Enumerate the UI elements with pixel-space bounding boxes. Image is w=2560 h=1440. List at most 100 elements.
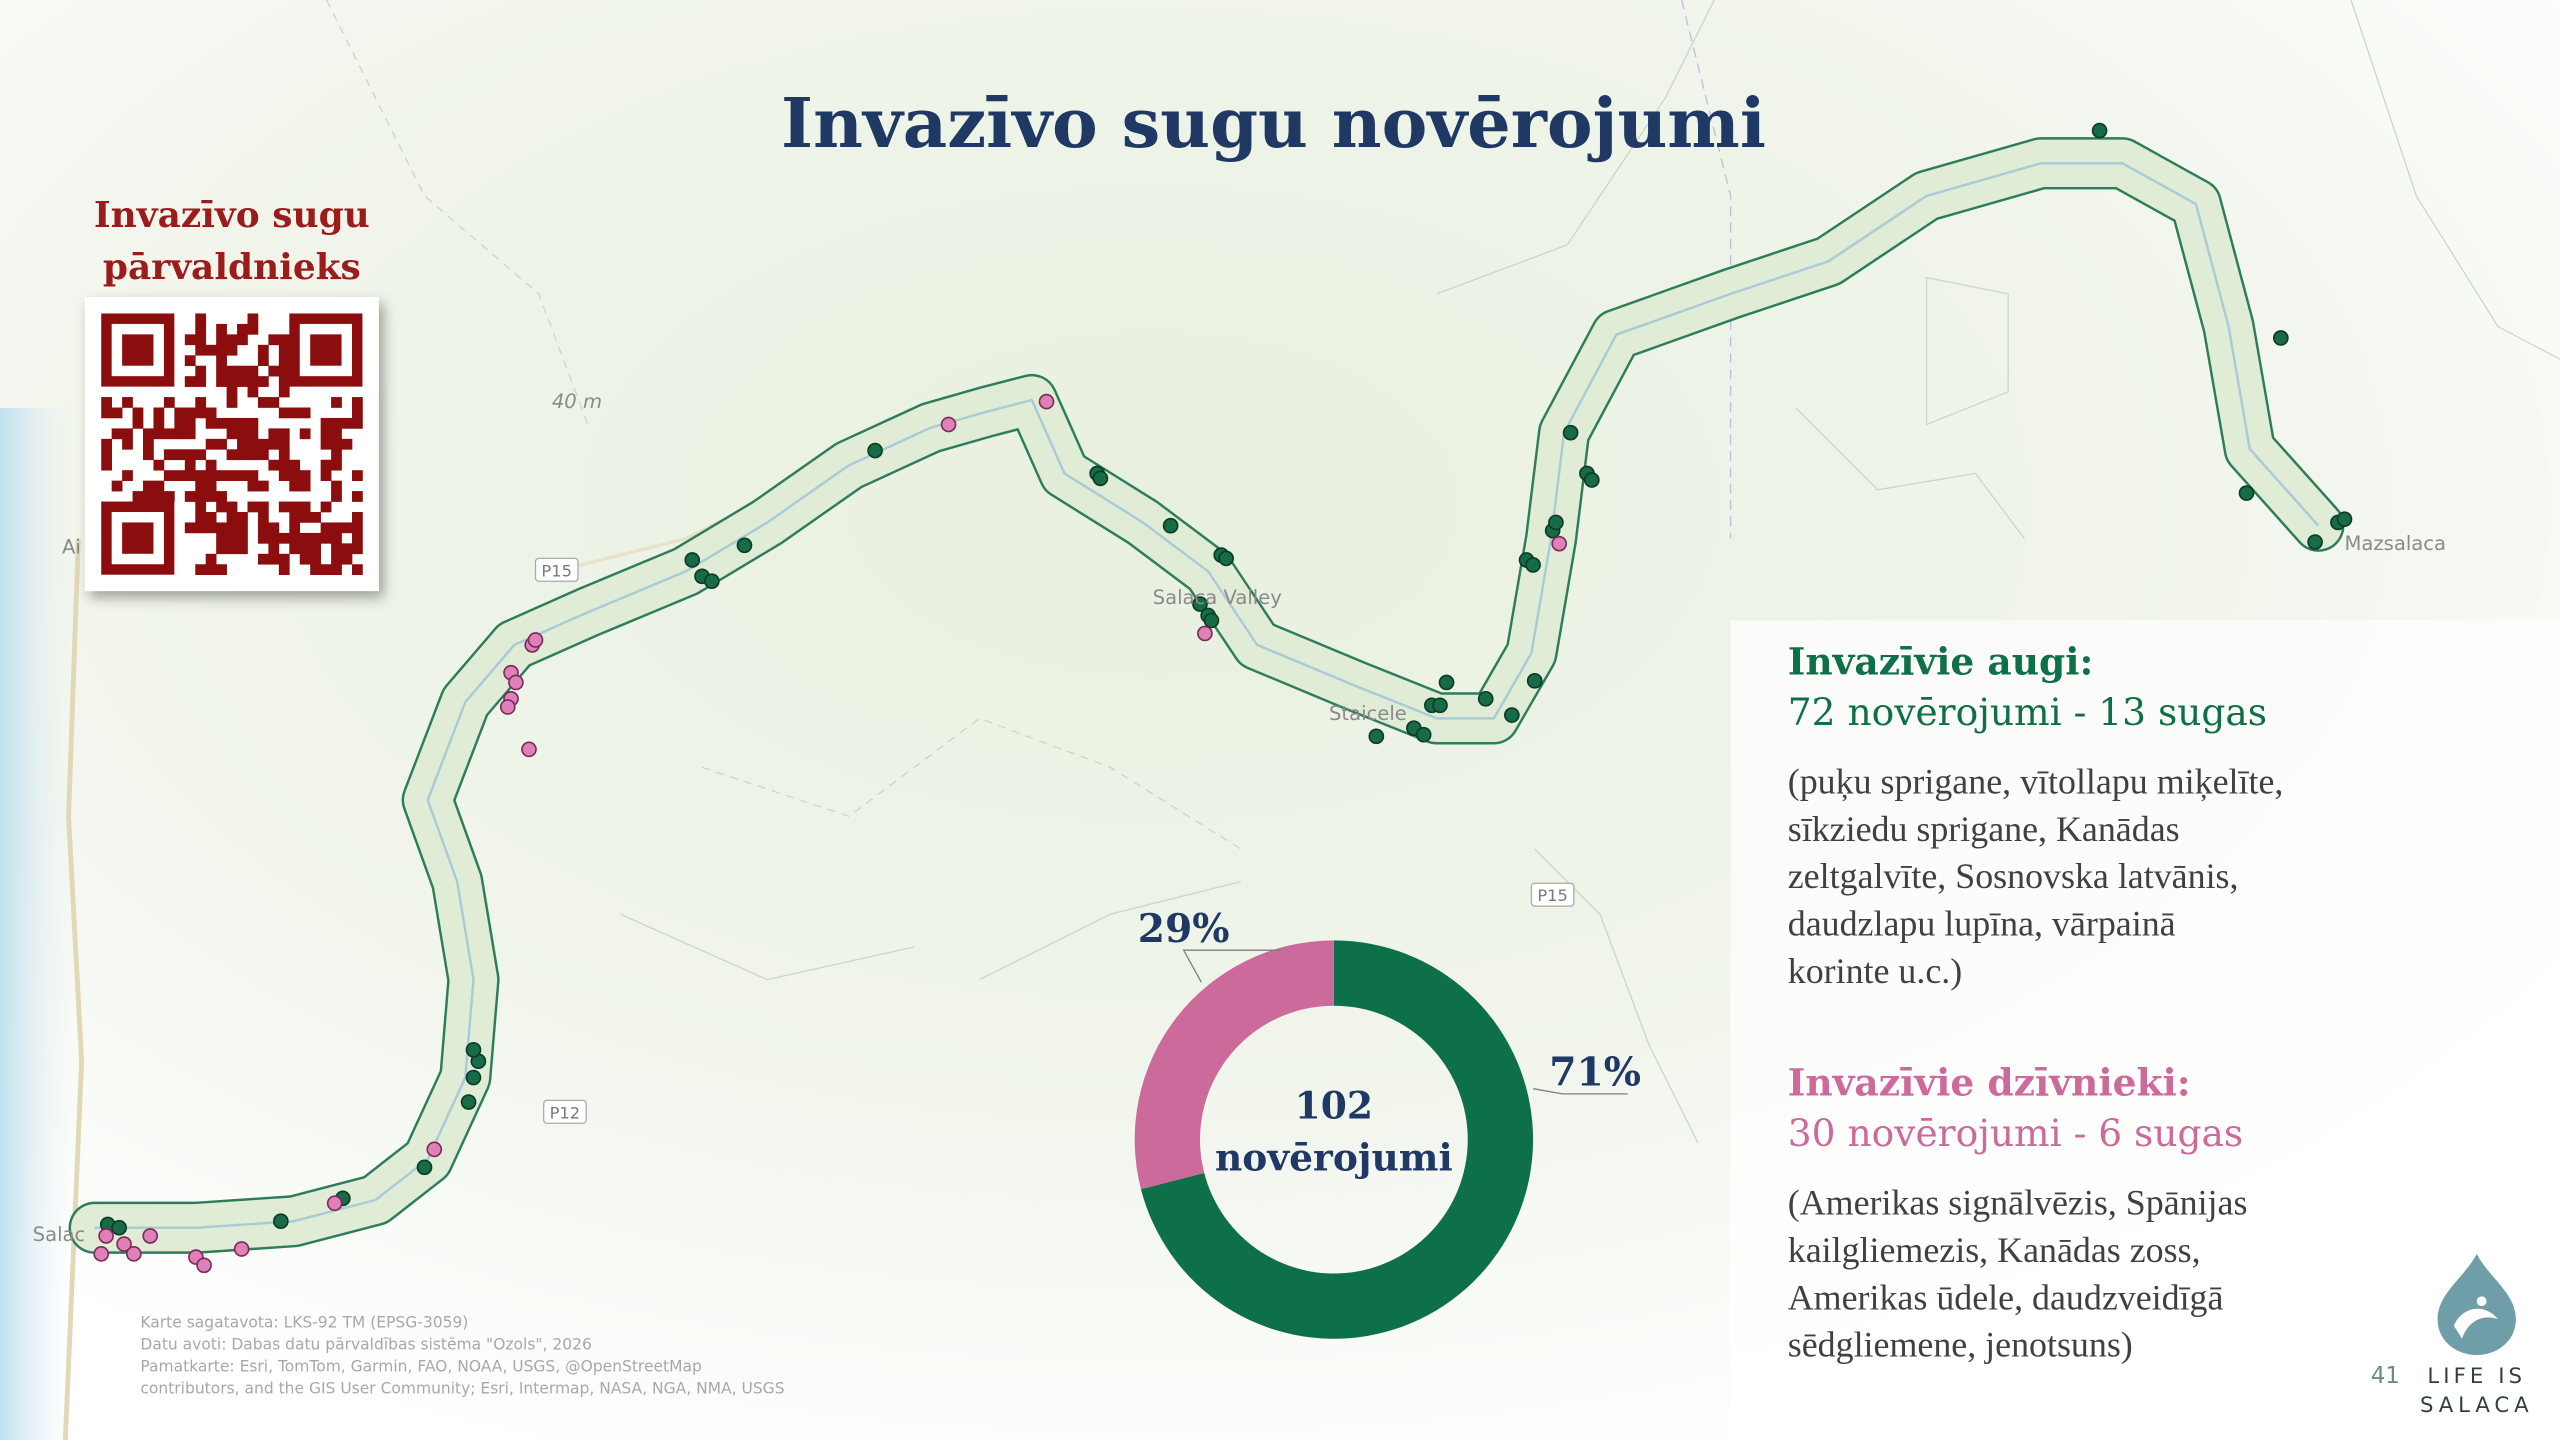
- species-list: kailgliemezis, Kanādas zoss,: [1788, 1230, 2201, 1270]
- qr-module: [299, 428, 311, 440]
- donut-chart: 71% 29%: [1134, 906, 1641, 1339]
- qr-module: [122, 438, 133, 450]
- qr-module: [352, 512, 363, 523]
- qr-module: [331, 459, 342, 471]
- qr-module: [216, 522, 227, 534]
- qr-module: [352, 491, 363, 502]
- qr-module: [257, 438, 269, 450]
- qr-module: [237, 376, 248, 387]
- animal-observation: [126, 1246, 142, 1262]
- qr-module: [247, 480, 259, 492]
- plant-observation: [2238, 485, 2255, 501]
- map-label: 40 m: [552, 390, 602, 413]
- plant-observation: [1525, 557, 1541, 573]
- qr-module: [216, 532, 227, 544]
- qr-module: [278, 344, 290, 356]
- qr-module: [237, 512, 248, 523]
- leader-line: [1533, 1088, 1628, 1095]
- donut-value-label: 71%: [1549, 1050, 1641, 1096]
- qr-module: [268, 397, 280, 408]
- animal-observation: [142, 1228, 159, 1244]
- qr-module: [341, 543, 353, 555]
- plant-observation: [2091, 122, 2108, 139]
- qr-module: [111, 407, 123, 419]
- donut-segment: [1134, 940, 1334, 1190]
- qr-module: [195, 449, 207, 461]
- qr-module: [310, 512, 321, 523]
- qr-module: [310, 564, 321, 576]
- qr-module: [268, 459, 280, 471]
- qr-module: [247, 323, 259, 335]
- qr-module: [226, 522, 238, 534]
- qr-module: [257, 376, 269, 387]
- qr-module: [299, 501, 311, 513]
- qr-module: [237, 428, 248, 440]
- qr-module: [341, 522, 353, 534]
- plant-observation: [1368, 728, 1385, 745]
- qr-module: [226, 428, 238, 440]
- plant-observation: [1192, 596, 1208, 612]
- qr-module: [257, 355, 269, 367]
- qr-module: [184, 449, 196, 461]
- qr-module: [195, 344, 207, 356]
- qr-module: [132, 491, 144, 502]
- qr-module: [299, 553, 311, 565]
- credit-line: Karte sagatavota: LKS-92 TM (EPSG-3059): [140, 1313, 468, 1331]
- legend: Invazīvie augi: 72 novērojumi - 13 sugas (…: [1788, 639, 2284, 1364]
- qr-module: [331, 491, 342, 502]
- qr-module: [289, 407, 301, 419]
- qr-module: [205, 564, 217, 576]
- road-shield: [1530, 882, 1575, 907]
- species-list: korinte u.c.): [1788, 951, 1962, 991]
- qr-module: [122, 397, 133, 408]
- plant-observation: [460, 1094, 477, 1110]
- qr-module: [226, 543, 238, 555]
- qr-module: [352, 564, 363, 576]
- qr-module: [111, 480, 123, 492]
- qr-label: pārvaldnieks: [103, 246, 361, 288]
- qr-module: [216, 344, 227, 356]
- qr-module: [247, 386, 259, 398]
- animal-observation: [1038, 393, 1055, 410]
- plant-observation: [1415, 726, 1432, 743]
- qr-module: [320, 428, 332, 440]
- qr-module: [331, 480, 342, 492]
- qr-module: [163, 470, 175, 481]
- road-shield: [543, 1099, 587, 1124]
- animal-observation: [940, 416, 957, 433]
- qr-module: [320, 501, 332, 513]
- animal-observation: [196, 1257, 212, 1274]
- qr-module: [257, 344, 269, 356]
- map-label: Staicele: [1329, 702, 1407, 725]
- qr-module: [299, 470, 311, 481]
- credit-line: contributors, and the GIS User Community…: [140, 1379, 784, 1397]
- map-label: Mazsalaca: [2344, 532, 2446, 555]
- qr-module: [216, 355, 227, 367]
- qr-module: [278, 386, 290, 398]
- qr-module: [216, 334, 227, 346]
- qr-module: [247, 470, 259, 481]
- qr-module: [226, 365, 238, 377]
- qr-module: [153, 417, 165, 429]
- qr-module: [257, 553, 269, 565]
- species-list: sīkziedu sprigane, Kanādas: [1788, 809, 2180, 849]
- logo-text: SALACA: [2420, 1393, 2534, 1418]
- qr-finder-core: [122, 334, 154, 366]
- qr-module: [257, 449, 269, 461]
- qr-module: [195, 501, 207, 513]
- qr-module: [257, 397, 269, 408]
- animal-observation: [508, 674, 524, 691]
- qr-module: [278, 428, 290, 440]
- qr-module: [122, 470, 133, 481]
- qr-module: [184, 522, 196, 534]
- qr-module: [268, 334, 280, 346]
- qr-module: [205, 407, 217, 419]
- qr-module: [331, 543, 342, 555]
- qr-module: [153, 480, 165, 492]
- qr-module: [195, 397, 207, 408]
- qr-module: [331, 428, 342, 440]
- qr-module: [143, 449, 154, 461]
- species-list: Amerikas ūdele, daudzveidīgā: [1788, 1277, 2224, 1317]
- qr-module: [237, 522, 248, 534]
- map-label: Salaca Valley: [1153, 586, 1282, 609]
